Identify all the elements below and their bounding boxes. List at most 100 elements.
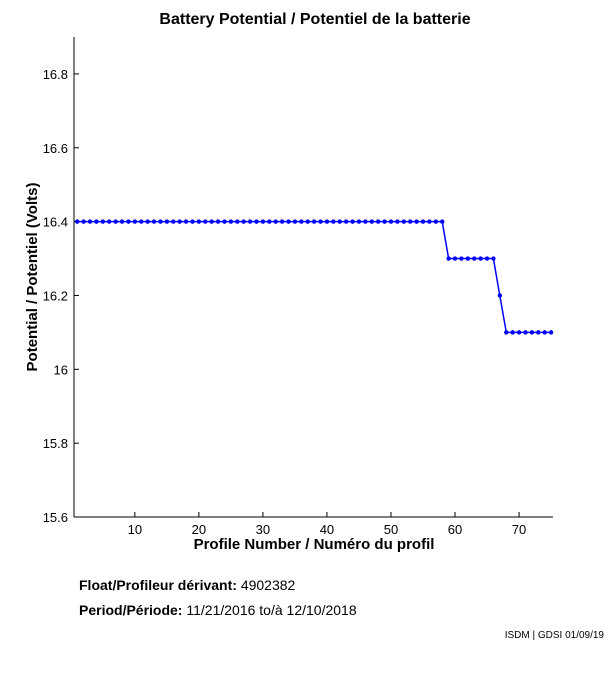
data-point bbox=[523, 330, 528, 335]
data-point bbox=[132, 219, 138, 224]
data-point bbox=[171, 219, 176, 224]
float-value: 4902382 bbox=[240, 577, 296, 593]
data-point bbox=[459, 256, 464, 261]
data-point bbox=[107, 219, 112, 224]
series-line bbox=[77, 220, 552, 334]
data-point bbox=[113, 219, 118, 224]
data-point bbox=[369, 219, 374, 224]
data-point bbox=[407, 219, 413, 224]
x-axis-label: Profile Number / Numéro du profil bbox=[194, 536, 435, 553]
data-point bbox=[254, 219, 259, 224]
data-point bbox=[273, 219, 278, 224]
data-point bbox=[401, 219, 406, 224]
data-point bbox=[363, 219, 368, 224]
data-point bbox=[452, 256, 458, 261]
data-point bbox=[247, 219, 253, 224]
data-point bbox=[190, 219, 195, 224]
data-point bbox=[484, 256, 490, 261]
chart-title: Battery Potential / Potentiel de la batt… bbox=[159, 11, 470, 28]
data-point bbox=[100, 219, 106, 224]
x-tick-label: 20 bbox=[192, 522, 206, 537]
data-point bbox=[158, 219, 163, 224]
period-info: Period/Période: 11/21/2016 to/à 12/10/20… bbox=[79, 602, 357, 618]
y-tick-label: 15.8 bbox=[43, 436, 68, 451]
y-axis-label: Potential / Potentiel (Volts) bbox=[24, 183, 41, 372]
data-point bbox=[119, 219, 125, 224]
data-point bbox=[292, 219, 298, 224]
data-point bbox=[395, 219, 400, 224]
period-separator: to/à bbox=[259, 602, 283, 618]
x-tick-label: 50 bbox=[384, 522, 398, 537]
x-tick-label: 60 bbox=[448, 522, 462, 537]
data-point bbox=[299, 219, 304, 224]
data-point bbox=[94, 219, 99, 224]
data-point bbox=[478, 256, 483, 261]
data-point bbox=[516, 330, 522, 335]
y-tick-label: 15.6 bbox=[43, 510, 68, 525]
data-point bbox=[433, 219, 439, 224]
data-point bbox=[446, 256, 451, 261]
data-point bbox=[420, 219, 426, 224]
data-point bbox=[510, 330, 515, 335]
data-point bbox=[542, 330, 547, 335]
data-point bbox=[491, 256, 496, 261]
data-point bbox=[203, 219, 208, 224]
data-point bbox=[343, 219, 349, 224]
x-tick-label: 30 bbox=[256, 522, 270, 537]
x-tick-label: 70 bbox=[512, 522, 526, 537]
data-point bbox=[350, 219, 355, 224]
y-tick-label: 16.4 bbox=[43, 215, 68, 230]
y-tick-label: 16.8 bbox=[43, 67, 68, 82]
data-point bbox=[279, 219, 285, 224]
data-point bbox=[222, 219, 227, 224]
y-tick-label: 16.6 bbox=[43, 141, 68, 156]
float-info: Float/Profileur dérivant: 4902382 bbox=[79, 577, 295, 593]
x-tick-label: 40 bbox=[320, 522, 334, 537]
data-point bbox=[305, 219, 310, 224]
data-point bbox=[414, 219, 419, 224]
data-point bbox=[215, 219, 221, 224]
data-point bbox=[311, 219, 317, 224]
data-point bbox=[497, 293, 503, 298]
data-point bbox=[228, 219, 234, 224]
y-tick-label: 16 bbox=[54, 362, 68, 377]
data-point bbox=[440, 219, 445, 224]
data-point bbox=[183, 219, 189, 224]
data-point bbox=[260, 219, 266, 224]
data-point bbox=[382, 219, 387, 224]
x-tick-label: 10 bbox=[128, 522, 142, 537]
data-point bbox=[331, 219, 336, 224]
data-point bbox=[548, 330, 554, 335]
data-point bbox=[145, 219, 150, 224]
data-point bbox=[465, 256, 471, 261]
period-label: Period/Période: bbox=[79, 602, 183, 618]
data-point bbox=[472, 256, 477, 261]
data-point bbox=[126, 219, 131, 224]
data-point bbox=[388, 219, 394, 224]
period-start: 11/21/2016 bbox=[186, 602, 256, 618]
data-point bbox=[87, 219, 93, 224]
data-point bbox=[504, 330, 509, 335]
period-end: 12/10/2018 bbox=[286, 602, 357, 618]
data-point bbox=[209, 219, 214, 224]
y-tick-label: 16.2 bbox=[43, 288, 68, 303]
data-point bbox=[139, 219, 144, 224]
float-label: Float/Profileur dérivant: bbox=[79, 577, 237, 593]
data-point bbox=[241, 219, 246, 224]
data-point bbox=[267, 219, 272, 224]
data-point bbox=[337, 219, 342, 224]
data-point bbox=[177, 219, 182, 224]
data-point bbox=[536, 330, 541, 335]
data-point bbox=[164, 219, 170, 224]
data-point bbox=[318, 219, 323, 224]
data-point bbox=[356, 219, 362, 224]
data-point bbox=[286, 219, 291, 224]
data-point bbox=[81, 219, 86, 224]
data-point bbox=[427, 219, 432, 224]
data-point bbox=[324, 219, 330, 224]
data-point bbox=[196, 219, 202, 224]
data-point bbox=[75, 219, 80, 224]
data-point bbox=[235, 219, 240, 224]
data-point bbox=[151, 219, 157, 224]
